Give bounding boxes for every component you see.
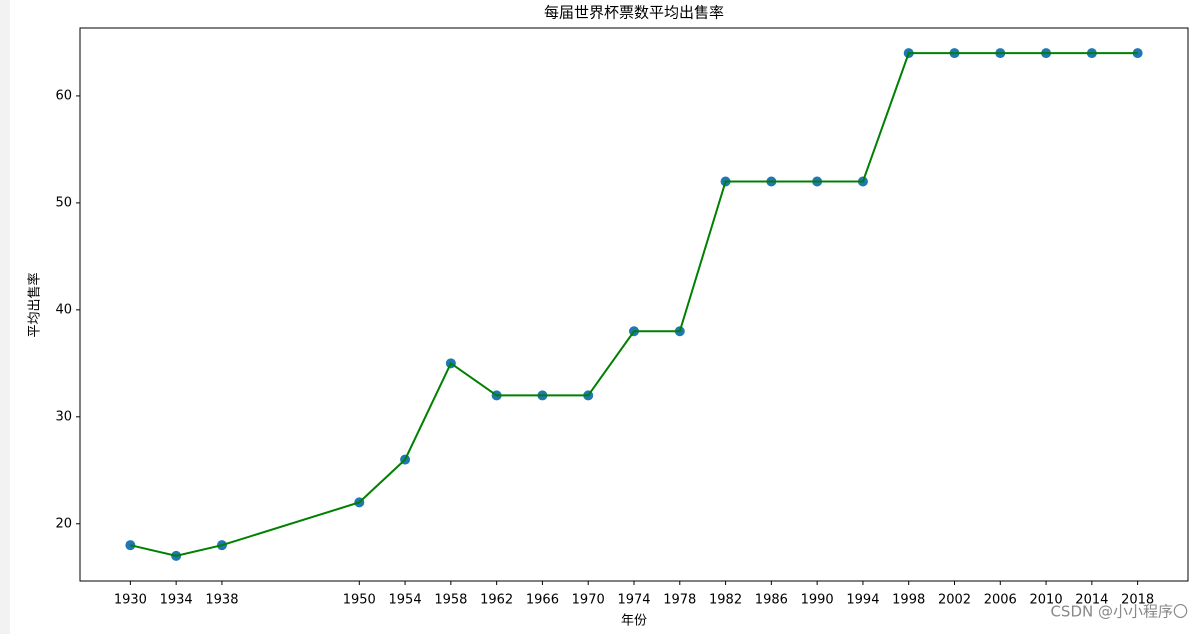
x-tick-label: 2002 <box>938 593 971 608</box>
y-tick-label: 50 <box>55 195 72 210</box>
x-tick-label: 2018 <box>1121 593 1154 608</box>
x-tick-label: 2014 <box>1075 593 1108 608</box>
x-tick-label: 1970 <box>572 593 605 608</box>
y-tick-label: 60 <box>55 88 72 103</box>
data-line <box>130 52 1138 557</box>
x-tick-label: 1982 <box>709 593 742 608</box>
x-tick-label: 1990 <box>801 593 834 608</box>
watermark: CSDN @小小程序〇 <box>1050 603 1188 621</box>
y-axis-label: 平均出售率 <box>27 272 43 337</box>
x-axis-label: 年份 <box>621 614 647 629</box>
x-tick-label: 2010 <box>1030 593 1063 608</box>
y-tick-label: 20 <box>55 516 72 531</box>
x-tick-label: 1966 <box>526 593 559 608</box>
x-tick-label: 1994 <box>846 593 879 608</box>
x-tick-label: 1962 <box>480 593 513 608</box>
x-tick-label: 1950 <box>343 593 376 608</box>
x-tick-label: 1986 <box>755 593 788 608</box>
x-tick-label: 1934 <box>160 593 193 608</box>
y-tick-label: 40 <box>55 302 72 317</box>
plot-frame <box>79 27 1189 582</box>
x-tick-label: 1998 <box>892 593 925 608</box>
x-tick-label: 1930 <box>114 593 147 608</box>
x-tick-label: 2006 <box>984 593 1017 608</box>
x-tick-label: 1938 <box>205 593 238 608</box>
x-tick-label: 1958 <box>434 593 467 608</box>
x-tick-label: 1974 <box>617 593 650 608</box>
side-strip <box>0 0 10 634</box>
y-tick-label: 30 <box>55 409 72 424</box>
chart-title: 每届世界杯票数平均出售率 <box>544 4 724 22</box>
x-tick-label: 1978 <box>663 593 696 608</box>
x-tick-label: 1954 <box>389 593 422 608</box>
